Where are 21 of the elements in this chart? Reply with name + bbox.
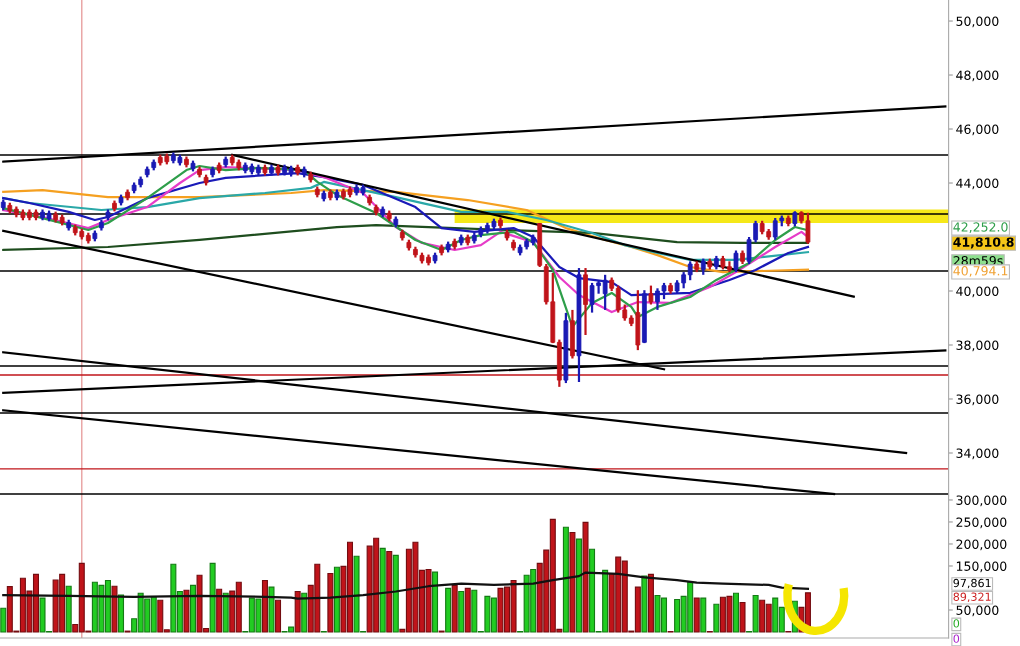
text: 41,810.8 — [953, 237, 1014, 249]
text: 40,794.1 — [953, 266, 1008, 277]
text: 89,321 — [953, 592, 991, 603]
y-tick-label: 36,000 — [956, 394, 999, 406]
y-tick-label: 34,000 — [956, 448, 999, 460]
y-tick-label: 50,000 — [956, 16, 999, 28]
y-tick-label: 50,000 — [956, 605, 999, 617]
y-tick-label: 38,000 — [956, 340, 999, 352]
text: 28m59s — [953, 255, 1003, 266]
y-tick-label: 250,000 — [956, 517, 1007, 529]
text: 0 — [953, 634, 960, 643]
y-tick-label: 200,000 — [956, 539, 1007, 551]
y-tick-label: 40,000 — [956, 286, 999, 298]
y-tick-label: 300,000 — [956, 495, 1007, 507]
y-tick-label: 48,000 — [956, 70, 999, 82]
y-tick-label: 44,000 — [956, 178, 999, 190]
text: 97,861 — [953, 578, 991, 589]
text: 42,252.0 — [953, 222, 1008, 233]
text: 0 — [953, 619, 960, 628]
y-tick-label: 46,000 — [956, 124, 999, 136]
y-tick-label: 150,000 — [956, 561, 1007, 573]
